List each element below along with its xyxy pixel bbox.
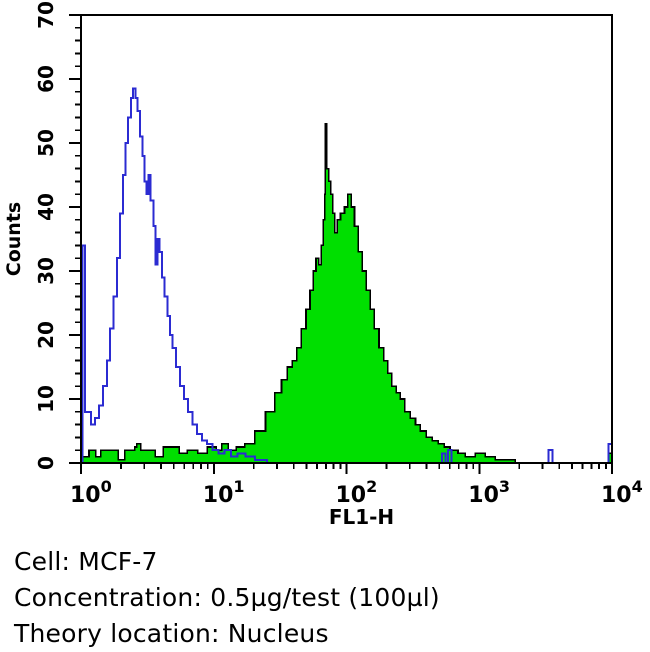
y-tick-label: 50	[34, 129, 58, 157]
series-negative-control-curve	[81, 87, 613, 464]
caption-block: Cell: MCF-7 Concentration: 0.5µg/test (1…	[14, 544, 440, 652]
y-tick-label: 10	[34, 385, 58, 413]
y-tick-label: 60	[34, 65, 58, 93]
y-tick-label: 0	[34, 456, 58, 470]
x-tick-label: 100	[70, 477, 112, 508]
caption-line-cell: Cell: MCF-7	[14, 547, 158, 576]
x-tick-label: 103	[468, 477, 510, 508]
x-tick-label: 102	[336, 477, 378, 508]
y-tick-label: 30	[34, 257, 58, 285]
flow-cytometry-figure: 0 10 20 30 40 50 60 70 100 101 102 103 104 FL1-H Count…	[3, 1, 643, 529]
y-tick-label: 70	[34, 1, 58, 29]
caption-line-theory-location: Theory location: Nucleus	[14, 619, 329, 648]
y-axis-label: Counts	[3, 202, 25, 276]
y-tick-label: 20	[34, 321, 58, 349]
histogram-chart: 0 10 20 30 40 50 60 70 100 101 102 103 104 FL1-H Count…	[3, 1, 643, 529]
x-axis-label: FL1-H	[329, 505, 394, 529]
y-tick-label: 40	[34, 193, 58, 221]
series-stained-sample-curve	[80, 123, 613, 464]
caption-line-concentration: Concentration: 0.5µg/test (100µl)	[14, 583, 440, 612]
x-tick-label: 101	[203, 477, 245, 508]
x-tick-label: 104	[601, 477, 643, 508]
